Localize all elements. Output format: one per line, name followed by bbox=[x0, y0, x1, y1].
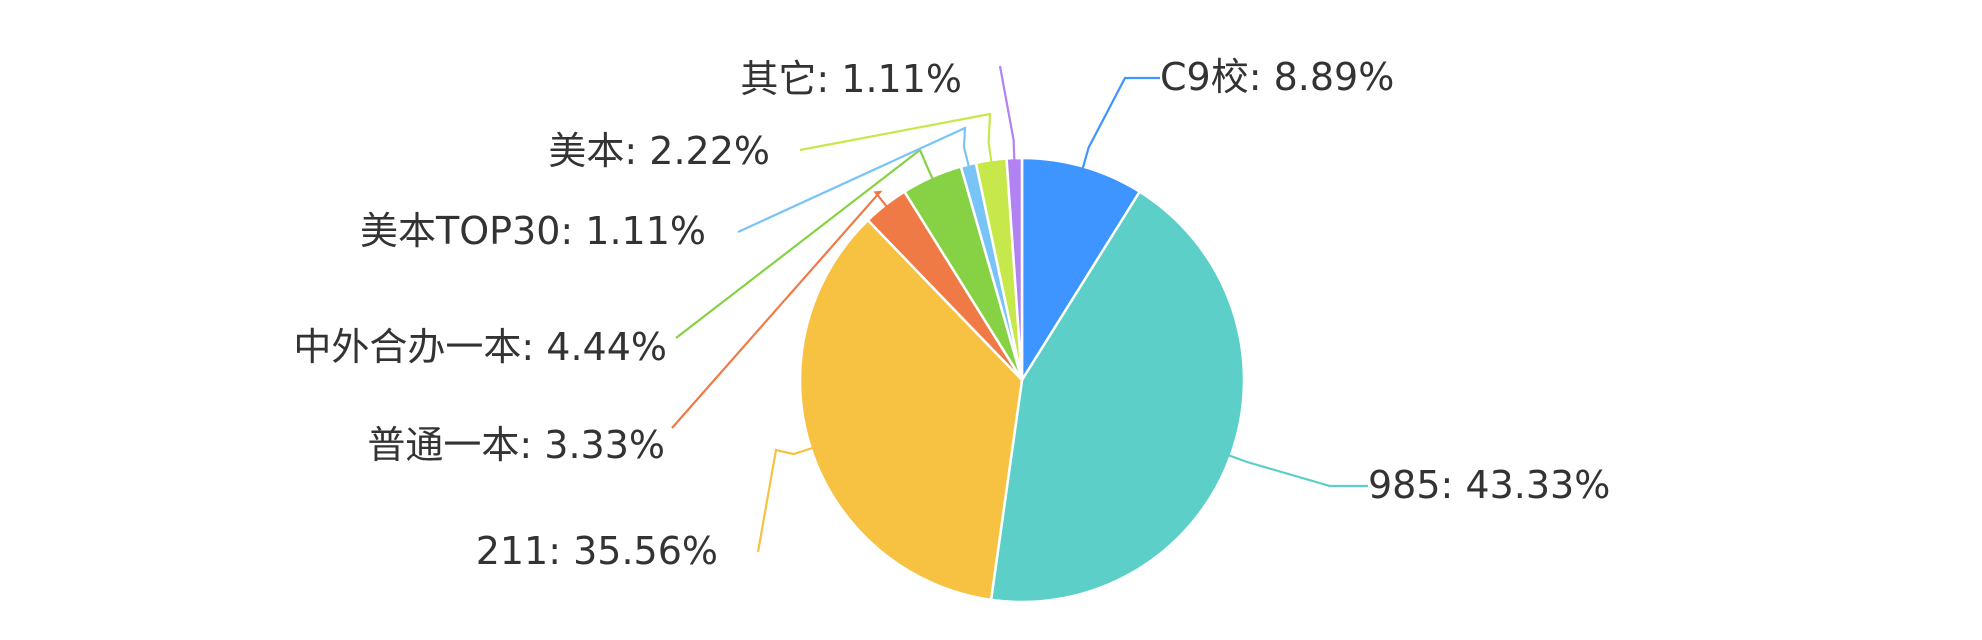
slice-7-leader-line bbox=[998, 65, 1016, 161]
slice-1-leader-line bbox=[1228, 454, 1368, 488]
pie-slices bbox=[798, 156, 1246, 604]
slice-1-label: 985: 43.33% bbox=[1368, 463, 1610, 507]
slice-2-leader-line bbox=[756, 446, 814, 553]
slice-6-label: 美本: 2.22% bbox=[548, 129, 770, 173]
slice-0-leader-line bbox=[1081, 76, 1160, 169]
slice-4-label: 中外合办一本: 4.44% bbox=[293, 325, 667, 369]
slice-3-leader-line bbox=[671, 190, 888, 429]
slice-6-leader-line bbox=[799, 112, 993, 163]
slice-labels: C9校: 8.89% 985: 43.33% 211: 35.56% 普通一本: 3.… bbox=[293, 55, 1610, 573]
leader-lines bbox=[671, 65, 1368, 553]
slice-3-label: 普通一本: 3.33% bbox=[367, 423, 665, 467]
slice-5-label: 美本TOP30: 1.11% bbox=[360, 209, 706, 253]
slice-5-leader-line bbox=[737, 126, 970, 234]
slice-2-label: 211: 35.56% bbox=[476, 529, 718, 573]
slice-0-label: C9校: 8.89% bbox=[1160, 55, 1394, 99]
slice-7-label: 其它: 1.11% bbox=[740, 57, 962, 101]
slice-4-leader-line bbox=[675, 148, 934, 339]
